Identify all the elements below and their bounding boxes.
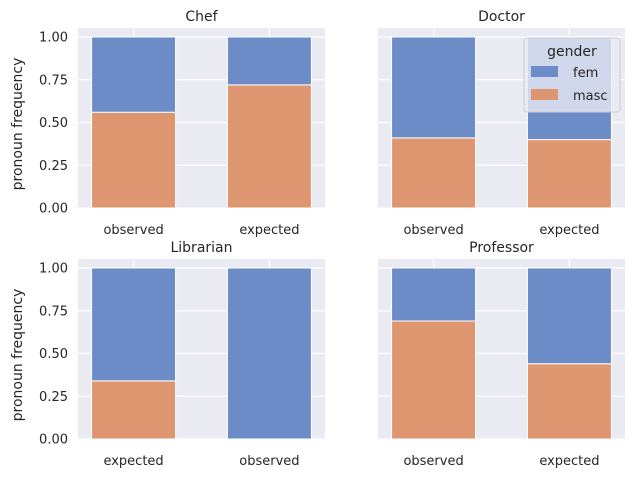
y-tick-label: 0.75 bbox=[39, 73, 68, 88]
panel-professor: observed expected Professor bbox=[378, 240, 625, 469]
bar-doctor-observed-fem bbox=[391, 36, 477, 139]
y-tick-label: 0.50 bbox=[39, 347, 68, 362]
bar-professor-expected-masc bbox=[526, 363, 612, 440]
bar-chef-expected-fem bbox=[226, 36, 312, 86]
bar-professor-observed-masc bbox=[391, 320, 477, 440]
bar-chef-observed-fem bbox=[91, 36, 177, 113]
y-axis-label-top: pronoun frequency bbox=[10, 58, 26, 191]
y-tick-label: 0.25 bbox=[39, 390, 68, 405]
x-tick-label: expected bbox=[103, 454, 163, 469]
x-tick-label: observed bbox=[403, 454, 463, 469]
bar-doctor-observed-masc bbox=[391, 137, 477, 209]
y-tick-label: 0.50 bbox=[39, 116, 68, 131]
panel-chef: 0.00 0.25 0.50 0.75 1.00 observed expected Chef bbox=[39, 9, 325, 238]
x-tick-label: observed bbox=[403, 223, 463, 238]
y-tick-label: 0.75 bbox=[39, 304, 68, 319]
y-tick-label: 1.00 bbox=[39, 262, 68, 277]
y-tick-label: 1.00 bbox=[39, 31, 68, 46]
legend-swatch-masc bbox=[531, 89, 558, 100]
legend-title: gender bbox=[547, 44, 597, 60]
y-tick-label: 0.25 bbox=[39, 159, 68, 174]
panel-title: Professor bbox=[469, 240, 534, 256]
x-tick-label: expected bbox=[539, 454, 599, 469]
panel-title: Librarian bbox=[170, 240, 232, 256]
x-tick-label: observed bbox=[103, 223, 163, 238]
bar-librarian-expected-masc bbox=[91, 380, 177, 440]
panel-title: Chef bbox=[185, 9, 218, 25]
panel-doctor: observed expected Doctor bbox=[378, 9, 625, 238]
bar-doctor-expected-masc bbox=[526, 139, 612, 209]
bar-professor-expected-fem bbox=[526, 267, 612, 365]
x-tick-label: observed bbox=[239, 454, 299, 469]
legend-swatch-fem bbox=[531, 66, 558, 77]
bar-chef-observed-masc bbox=[91, 111, 177, 209]
x-tick-label: expected bbox=[239, 223, 299, 238]
y-axis-label-bottom: pronoun frequency bbox=[10, 289, 26, 422]
y-tick-label: 0.00 bbox=[39, 202, 68, 217]
legend-label-fem: fem bbox=[573, 66, 598, 81]
bar-librarian-observed-fem bbox=[226, 267, 312, 440]
panel-librarian: 0.00 0.25 0.50 0.75 1.00 expected observed Libr… bbox=[39, 240, 325, 469]
bar-professor-observed-fem bbox=[391, 267, 477, 322]
y-tick-label: 0.00 bbox=[39, 433, 68, 448]
legend-label-masc: masc bbox=[573, 89, 608, 104]
bar-chef-expected-masc bbox=[226, 84, 312, 209]
x-tick-label: expected bbox=[539, 223, 599, 238]
bar-librarian-expected-fem bbox=[91, 267, 177, 382]
panel-title: Doctor bbox=[478, 9, 525, 25]
legend: gender fem masc bbox=[523, 37, 621, 113]
